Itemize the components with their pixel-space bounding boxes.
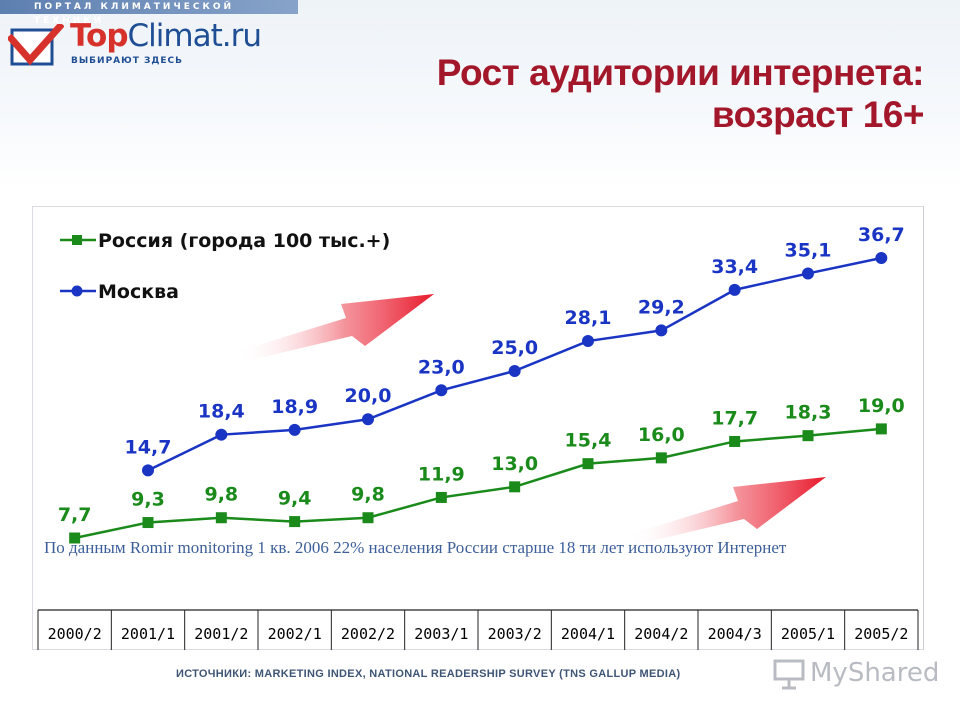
x-tick-label: 2005/1: [781, 625, 835, 643]
data-label: 9,4: [278, 488, 312, 510]
data-point: [655, 324, 668, 337]
data-label: 36,7: [858, 224, 905, 246]
data-point: [655, 452, 667, 464]
data-label: 28,1: [565, 307, 612, 329]
data-label: 18,4: [198, 401, 245, 423]
data-point: [728, 283, 741, 296]
logo-top: Top: [70, 18, 129, 54]
data-point: [435, 491, 447, 503]
series-line: [74, 427, 882, 540]
data-label: 9,8: [204, 484, 238, 506]
legend-label: Москва: [98, 281, 179, 303]
legend-marker: [72, 235, 82, 245]
data-point: [288, 423, 301, 436]
data-point: [435, 384, 448, 397]
data-label: 33,4: [711, 256, 758, 278]
x-tick-label: 2005/2: [854, 625, 908, 643]
title-line-2: возраст 16+: [711, 94, 925, 135]
x-tick-label: 2004/3: [708, 625, 762, 643]
upper-trend-arrow: [236, 294, 434, 362]
data-label: 20,0: [345, 385, 392, 407]
logo-wordmark[interactable]: TopClimat.ru: [70, 18, 262, 54]
data-point: [729, 435, 741, 447]
data-label: 17,7: [711, 407, 758, 429]
sources-caption: ИСТОЧНИКИ: MARKETING INDEX, NATIONAL REA…: [176, 668, 681, 680]
data-label: 15,4: [565, 430, 612, 452]
data-point: [582, 335, 594, 348]
data-label: 23,0: [418, 356, 465, 378]
portal-banner: ПОРТАЛ КЛИМАТИЧЕСКОЙ ТЕХНИКИ: [0, 0, 298, 26]
legend-label: Россия (города 100 тыс.+): [98, 230, 390, 252]
data-point: [362, 413, 374, 426]
logo-climat: Climat.ru: [127, 18, 262, 54]
x-tick-label: 2001/2: [194, 625, 248, 643]
data-label: 25,0: [491, 337, 538, 359]
data-point: [508, 364, 521, 377]
data-point: [215, 512, 227, 524]
x-tick-label: 2004/2: [634, 625, 688, 643]
data-point: [802, 267, 814, 280]
data-label: 13,0: [491, 453, 538, 475]
data-point: [875, 252, 888, 264]
data-label: 16,0: [638, 424, 685, 446]
data-label: 19,0: [858, 395, 905, 417]
x-tick-label: 2000/2: [48, 625, 102, 643]
data-label: 35,1: [785, 239, 832, 261]
data-point: [802, 430, 814, 442]
header-background: [0, 0, 960, 190]
data-point: [289, 516, 301, 528]
data-point: [142, 464, 154, 477]
x-tick-label: 2003/1: [414, 625, 468, 643]
logo-tagline: ВЫБИРАЮТ ЗДЕСЬ: [71, 56, 183, 66]
data-label: 14,7: [125, 436, 172, 458]
myshared-watermark[interactable]: MyShared: [768, 656, 940, 692]
data-label: 29,2: [638, 296, 685, 318]
romir-note: По данным Romir monitoring 1 кв. 2006 22…: [44, 538, 787, 557]
x-tick-label: 2002/1: [268, 625, 322, 643]
data-label: 9,3: [131, 489, 165, 511]
presentation-icon: [773, 659, 805, 690]
data-point: [875, 423, 887, 435]
page-title: Рост аудитории интернета: возраст 16+: [436, 52, 925, 136]
data-label: 11,9: [418, 463, 465, 485]
lower-trend-arrow: [628, 477, 826, 545]
legend-marker: [71, 285, 83, 297]
x-tick-label: 2004/1: [561, 625, 615, 643]
data-label: 18,3: [785, 402, 832, 424]
data-point: [215, 428, 228, 441]
topclimat-logo-icon: [8, 24, 64, 66]
watermark-text: MyShared: [810, 658, 940, 688]
data-label: 7,7: [58, 504, 92, 526]
title-line-1: Рост аудитории интернета:: [436, 52, 925, 93]
data-label: 9,8: [351, 484, 385, 506]
data-point: [362, 512, 374, 524]
data-point: [509, 481, 521, 493]
data-point: [142, 517, 154, 529]
x-tick-label: 2003/2: [488, 625, 542, 643]
data-point: [69, 532, 81, 544]
data-point: [582, 458, 594, 470]
x-tick-label: 2001/1: [121, 625, 175, 643]
x-tick-label: 2002/2: [341, 625, 395, 643]
data-label: 18,9: [271, 396, 318, 418]
